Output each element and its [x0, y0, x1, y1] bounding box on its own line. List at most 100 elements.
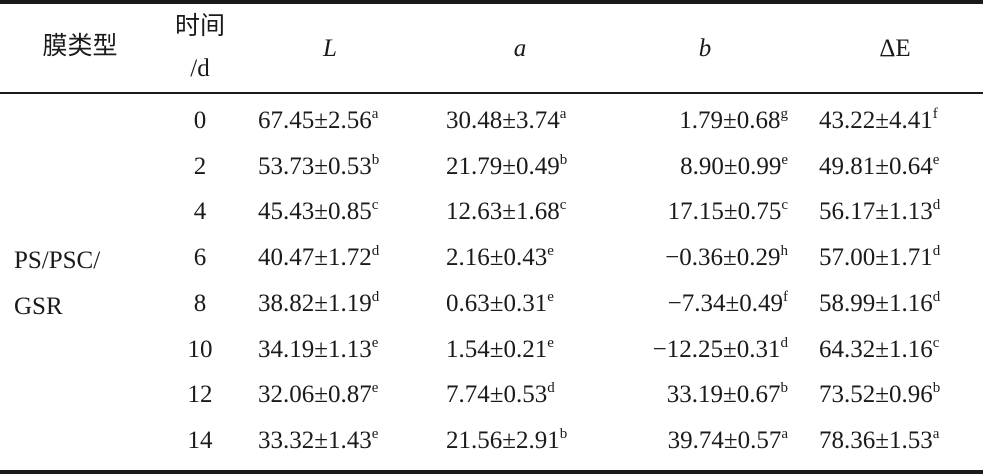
value-text: 33.32±1.43	[258, 427, 372, 454]
value-cell-b: −12.25±0.31d	[653, 335, 788, 365]
header-b: b	[698, 35, 712, 62]
value-text: 21.79±0.49	[446, 153, 560, 180]
value-cell-dE: 73.52±0.96b	[819, 380, 940, 410]
value-cell-dE: 57.00±1.71d	[819, 243, 940, 273]
value-cell-b: 17.15±0.75c	[668, 197, 788, 227]
value-text: 39.74±0.57	[667, 427, 782, 454]
significance-letter: c	[371, 197, 379, 213]
value-text: 53.73±0.53	[258, 153, 372, 180]
significance-letter: a	[932, 426, 940, 442]
day-cell: 2	[193, 153, 207, 180]
value-text: 30.48±3.74	[446, 107, 560, 134]
bottom-rule	[0, 470, 983, 474]
value-cell-dE: 78.36±1.53a	[819, 426, 939, 456]
value-cell-L: 40.47±1.72d	[258, 243, 379, 273]
significance-letter: e	[547, 335, 554, 351]
significance-letter: e	[547, 289, 554, 305]
value-cell-b: −7.34±0.49f	[668, 289, 788, 319]
top-rule	[0, 0, 983, 4]
value-text: 56.17±1.13	[819, 198, 933, 225]
significance-letter: d	[371, 289, 380, 305]
value-cell-L: 53.73±0.53b	[258, 152, 379, 182]
significance-letter: b	[559, 152, 568, 168]
value-cell-dE: 58.99±1.16d	[819, 289, 940, 319]
value-text: 58.99±1.16	[819, 290, 933, 317]
value-text: −0.36±0.29	[665, 244, 781, 271]
day-cell: 4	[193, 198, 207, 225]
significance-letter: b	[371, 152, 380, 168]
value-text: 2.16±0.43	[446, 244, 548, 271]
day-cell: 8	[193, 290, 207, 317]
value-text: 21.56±2.91	[446, 427, 560, 454]
value-cell-a: 30.48±3.74a	[446, 106, 566, 136]
value-cell-dE: 64.32±1.16c	[819, 335, 939, 365]
value-text: 32.06±0.87	[258, 381, 372, 408]
significance-letter: b	[559, 426, 568, 442]
value-cell-a: 0.63±0.31e	[446, 289, 554, 319]
significance-letter: e	[547, 243, 554, 259]
day-cell: 14	[187, 427, 213, 454]
significance-letter: f	[783, 289, 788, 305]
value-cell-L: 38.82±1.19d	[258, 289, 379, 319]
value-text: 57.00±1.71	[819, 244, 933, 271]
value-cell-a: 7.74±0.53d	[446, 380, 555, 410]
value-text: 64.32±1.16	[819, 336, 933, 363]
day-cell: 12	[187, 381, 213, 408]
significance-letter: e	[371, 426, 379, 442]
value-cell-L: 67.45±2.56a	[258, 106, 378, 136]
header-a: a	[513, 35, 527, 62]
significance-letter: e	[371, 380, 379, 396]
value-text: 49.81±0.64	[819, 153, 933, 180]
value-text: 78.36±1.53	[819, 427, 933, 454]
significance-letter: c	[932, 335, 940, 351]
significance-letter: g	[780, 106, 789, 122]
value-text: −12.25±0.31	[652, 336, 781, 363]
significance-letter: d	[780, 335, 789, 351]
significance-letter: e	[781, 152, 788, 168]
significance-letter: a	[781, 426, 788, 442]
value-cell-a: 2.16±0.43e	[446, 243, 554, 273]
significance-letter: f	[932, 106, 938, 122]
value-cell-L: 32.06±0.87e	[258, 380, 378, 410]
header-membrane-type: 膜类型	[42, 33, 118, 60]
value-cell-L: 34.19±1.13e	[258, 335, 378, 365]
value-text: 43.22±4.41	[819, 107, 933, 134]
value-text: 40.47±1.72	[258, 244, 372, 271]
significance-letter: d	[371, 243, 380, 259]
value-cell-a: 21.79±0.49b	[446, 152, 567, 182]
day-cell: 0	[193, 107, 207, 134]
value-cell-b: 33.19±0.67b	[667, 380, 788, 410]
value-cell-a: 1.54±0.21e	[446, 335, 554, 365]
header-delta-e: ΔE	[879, 35, 911, 62]
value-text: 33.19±0.67	[666, 381, 781, 408]
value-text: 12.63±1.68	[446, 198, 560, 225]
value-text: 38.82±1.19	[258, 290, 372, 317]
significance-letter: h	[780, 243, 789, 259]
value-cell-b: 1.79±0.68g	[679, 106, 788, 136]
value-text: 17.15±0.75	[667, 198, 782, 225]
day-cell: 6	[193, 244, 207, 271]
value-text: −7.34±0.49	[667, 290, 783, 317]
value-cell-b: 39.74±0.57a	[668, 426, 788, 456]
header-time-line1: 时间	[174, 13, 225, 40]
value-cell-L: 33.32±1.43e	[258, 426, 378, 456]
value-cell-b: 8.90±0.99e	[680, 152, 788, 182]
value-cell-a: 21.56±2.91b	[446, 426, 567, 456]
value-text: 73.52±0.96	[819, 381, 933, 408]
membrane-label-line2: GSR	[14, 293, 63, 320]
value-cell-dE: 49.81±0.64e	[819, 152, 939, 182]
significance-letter: a	[371, 106, 379, 122]
value-text: 34.19±1.13	[258, 336, 372, 363]
significance-letter: d	[932, 197, 941, 213]
significance-letter: c	[559, 197, 567, 213]
header-rule	[0, 92, 983, 94]
value-text: 0.63±0.31	[446, 290, 548, 317]
membrane-label-line1: PS/PSC/	[14, 247, 101, 274]
significance-letter: e	[371, 335, 379, 351]
value-text: 1.54±0.21	[446, 336, 548, 363]
header-L: L	[323, 35, 337, 62]
value-cell-a: 12.63±1.68c	[446, 197, 566, 227]
value-text: 67.45±2.56	[258, 107, 372, 134]
value-cell-L: 45.43±0.85c	[258, 197, 378, 227]
significance-letter: d	[547, 380, 555, 396]
